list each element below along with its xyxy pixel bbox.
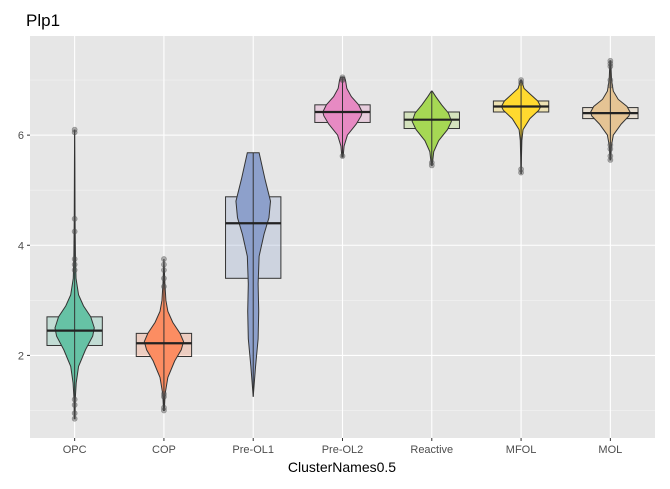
outlier-point [161, 407, 167, 414]
outlier-point [607, 57, 614, 64]
x-tick-label: OPC [63, 444, 87, 456]
outlier-point [71, 129, 78, 136]
outlier-point [607, 60, 614, 67]
y-axis-ticks: 2 4 6 [18, 130, 30, 362]
outlier-point [339, 153, 346, 159]
outlier-point [339, 74, 346, 81]
x-tick-label: MOL [598, 444, 622, 456]
chart-title: Plp1 [26, 11, 60, 30]
x-axis-ticks: OPC COP Pre-OL1 Pre-OL2 Reactive MFOL MOL [63, 438, 622, 456]
outlier-point [518, 79, 524, 86]
y-tick-label: 4 [18, 240, 24, 252]
group-mfol [492, 77, 550, 176]
outlier-point [161, 404, 167, 411]
outlier-point [607, 157, 614, 163]
outlier-point [607, 153, 614, 159]
outlier-point [161, 261, 167, 268]
y-tick-label: 6 [18, 130, 24, 142]
outlier-point [161, 256, 167, 262]
outlier-point [607, 145, 614, 152]
group-pre-ol2 [314, 74, 371, 159]
outlier-point [71, 215, 78, 222]
outlier-point [71, 261, 78, 268]
outlier-point [518, 169, 524, 176]
outlier-point [71, 396, 78, 403]
outlier-point [71, 228, 78, 235]
outlier-point [71, 126, 78, 133]
outlier-point [428, 162, 435, 169]
group-reactive [403, 90, 460, 169]
outlier-point [607, 82, 614, 89]
group-cop [135, 256, 193, 414]
x-tick-label: Reactive [410, 444, 453, 456]
outlier-point [607, 77, 614, 83]
group-mol [582, 57, 639, 163]
outlier-point [339, 76, 346, 82]
data-marks [46, 57, 639, 422]
x-axis-title: ClusterNames0.5 [288, 459, 396, 475]
outlier-point [71, 410, 78, 417]
x-tick-label: COP [152, 444, 176, 456]
outlier-point [161, 391, 167, 397]
outlier-point [71, 256, 78, 262]
x-tick-label: Pre-OL1 [232, 444, 274, 456]
group-pre-ol1 [225, 152, 282, 397]
outlier-point [161, 267, 167, 273]
group-opc [46, 126, 103, 422]
outlier-point [71, 415, 78, 422]
outlier-point [518, 166, 524, 173]
outlier-point [161, 275, 167, 282]
outlier-point [607, 142, 614, 148]
outlier-point [518, 77, 524, 83]
outlier-point [339, 77, 346, 83]
outlier-point [428, 159, 435, 166]
outlier-point [71, 402, 78, 408]
outlier-point [71, 267, 78, 273]
x-tick-label: MFOL [506, 444, 537, 456]
x-tick-label: Pre-OL2 [322, 444, 364, 456]
outlier-point [161, 393, 167, 400]
outlier-point [161, 283, 167, 290]
outlier-point [607, 63, 614, 70]
y-tick-label: 2 [18, 350, 24, 362]
